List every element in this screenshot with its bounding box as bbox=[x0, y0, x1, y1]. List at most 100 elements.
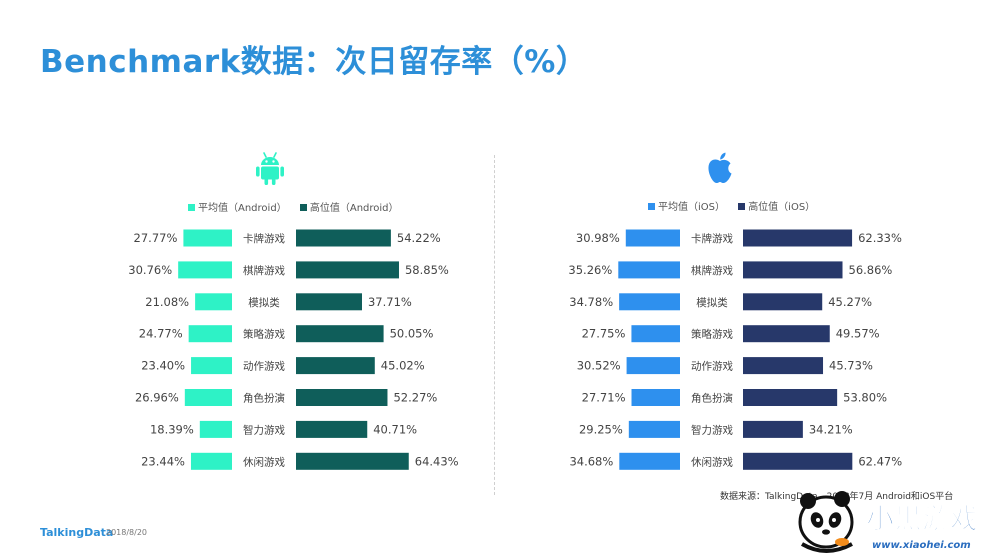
page-title: Benchmark数据：次日留存率（%） bbox=[40, 44, 588, 80]
ios-high-label-4: 45.73% bbox=[829, 359, 873, 373]
android-category-label-4: 动作游戏 bbox=[243, 360, 285, 373]
ios-avg-bar-5 bbox=[631, 389, 680, 406]
legend-item-ios-avg: 平均值（iOS） bbox=[648, 202, 728, 213]
android-high-label-3: 50.05% bbox=[390, 327, 434, 341]
android-avg-bar-6 bbox=[199, 420, 232, 438]
legend-item-android-avg: 平均值（Android） bbox=[188, 203, 290, 214]
ios-high-bar-1 bbox=[743, 261, 843, 279]
android-avg-bar-2 bbox=[195, 293, 232, 311]
android-high-label-4: 45.02% bbox=[381, 359, 425, 373]
ios-high-label-1: 56.86% bbox=[849, 263, 893, 277]
ios-avg-bar-0 bbox=[625, 229, 680, 247]
android-high-label-2: 37.71% bbox=[368, 295, 412, 309]
android-high-label-0: 54.22% bbox=[397, 231, 441, 245]
ios-category-label-0: 卡牌游戏 bbox=[691, 232, 733, 245]
ios-category-label-4: 动作游戏 bbox=[691, 360, 733, 373]
android-high-bar-4 bbox=[296, 357, 375, 375]
android-category-label-2: 模拟类 bbox=[248, 296, 280, 309]
ios-high-bar-7 bbox=[743, 452, 853, 470]
legend-label-ios-avg: 平均值（iOS） bbox=[658, 202, 725, 213]
android-avg-bar-4 bbox=[191, 357, 232, 375]
android-avg-label-7: 23.44% bbox=[141, 454, 185, 468]
ios-high-label-6: 34.21% bbox=[809, 422, 853, 436]
ios-category-label-2: 模拟类 bbox=[696, 296, 728, 309]
legend-swatch-ios-high bbox=[738, 203, 746, 210]
android-robot-icon bbox=[256, 152, 284, 185]
android-category-label-5: 角色扮演 bbox=[243, 392, 285, 405]
ios-high-label-7: 62.47% bbox=[858, 454, 902, 468]
android-avg-label-5: 26.96% bbox=[135, 391, 179, 405]
android-category-label-6: 智力游戏 bbox=[243, 423, 285, 436]
ios-category-label-7: 休闲游戏 bbox=[691, 455, 733, 468]
legend-label-ios-high: 高位值（iOS） bbox=[748, 202, 816, 213]
ios-avg-bar-6 bbox=[628, 420, 680, 438]
ios-avg-label-6: 29.25% bbox=[579, 422, 623, 436]
ios-avg-label-2: 34.78% bbox=[569, 295, 613, 309]
ios-category-label-6: 智力游戏 bbox=[691, 423, 733, 436]
legend-item-android-high: 高位值（Android） bbox=[299, 203, 399, 214]
legend-label-android-high: 高位值（Android） bbox=[309, 203, 399, 214]
ios-category-label-1: 棋牌游戏 bbox=[691, 264, 733, 277]
android-category-label-1: 棋牌游戏 bbox=[243, 264, 285, 277]
android-avg-label-1: 30.76% bbox=[128, 263, 172, 277]
xiaohei-watermark-logo: 小黑游戏 bbox=[798, 491, 979, 553]
android-category-label-7: 休闲游戏 bbox=[243, 455, 285, 468]
ios-avg-bar-4 bbox=[626, 357, 680, 375]
android-high-bar-2 bbox=[296, 293, 362, 311]
ios-high-bar-4 bbox=[743, 357, 824, 375]
ios-high-bar-2 bbox=[743, 293, 823, 311]
apple-logo-icon bbox=[708, 152, 732, 183]
ios-avg-label-1: 35.26% bbox=[568, 263, 612, 277]
ios-high-bar-3 bbox=[743, 325, 830, 343]
android-high-bar-1 bbox=[296, 261, 399, 279]
android-high-bar-3 bbox=[296, 325, 384, 343]
ios-high-bar-5 bbox=[743, 389, 838, 406]
panel-divider bbox=[494, 155, 495, 495]
legend-label-android-avg: 平均值（Android） bbox=[198, 203, 287, 214]
ios-avg-label-0: 30.98% bbox=[576, 231, 620, 245]
legend-swatch-ios-avg bbox=[648, 203, 655, 210]
watermark-url: www.xiaohei.com bbox=[872, 540, 971, 551]
ios-high-label-3: 49.57% bbox=[836, 327, 880, 341]
legend-ios: 平均值（iOS） 高位值（iOS） bbox=[648, 198, 815, 213]
ios-avg-bar-7 bbox=[619, 452, 680, 470]
android-avg-label-3: 24.77% bbox=[139, 327, 183, 341]
footer-date: 2018/8/20 bbox=[106, 528, 148, 537]
ios-high-bar-6 bbox=[743, 420, 803, 438]
ios-high-label-5: 53.80% bbox=[843, 391, 887, 405]
android-high-label-6: 40.71% bbox=[373, 422, 417, 436]
talkingdata-logo: TalkingData bbox=[40, 526, 114, 539]
android-avg-label-6: 18.39% bbox=[150, 422, 194, 436]
ios-high-label-0: 62.33% bbox=[858, 231, 902, 245]
android-high-label-7: 64.43% bbox=[415, 454, 459, 468]
watermark-brand-text: 小黑游戏 bbox=[866, 502, 978, 535]
ios-avg-bar-2 bbox=[619, 293, 680, 311]
ios-category-label-5: 角色扮演 bbox=[691, 392, 733, 405]
ios-high-bar-0 bbox=[743, 229, 853, 247]
legend-swatch-android-avg bbox=[188, 204, 195, 211]
ios-avg-bar-3 bbox=[631, 325, 680, 343]
ios-avg-label-7: 34.68% bbox=[569, 454, 613, 468]
android-high-label-1: 58.85% bbox=[405, 263, 449, 277]
android-avg-bar-5 bbox=[184, 389, 232, 406]
legend-swatch-android-high bbox=[299, 204, 307, 211]
android-high-label-5: 52.27% bbox=[393, 391, 437, 405]
ios-high-label-2: 45.27% bbox=[828, 295, 872, 309]
android-category-label-3: 策略游戏 bbox=[243, 328, 285, 341]
ios-avg-label-3: 27.75% bbox=[582, 327, 626, 341]
legend-item-ios-high: 高位值（iOS） bbox=[738, 202, 815, 213]
android-avg-label-4: 23.40% bbox=[141, 359, 185, 373]
android-avg-bar-7 bbox=[190, 452, 232, 470]
android-high-bar-5 bbox=[296, 389, 388, 406]
ios-category-label-3: 策略游戏 bbox=[691, 328, 733, 341]
android-avg-label-2: 21.08% bbox=[145, 295, 189, 309]
ios-avg-label-5: 27.71% bbox=[582, 391, 626, 405]
android-high-bar-7 bbox=[296, 452, 409, 470]
ios-avg-label-4: 30.52% bbox=[577, 359, 621, 373]
android-avg-label-0: 27.77% bbox=[134, 231, 178, 245]
legend-android: 平均值（Android） 高位值（Android） bbox=[188, 199, 399, 214]
ios-avg-bar-1 bbox=[618, 261, 680, 279]
android-high-bar-0 bbox=[296, 229, 391, 247]
android-high-bar-6 bbox=[296, 420, 368, 438]
